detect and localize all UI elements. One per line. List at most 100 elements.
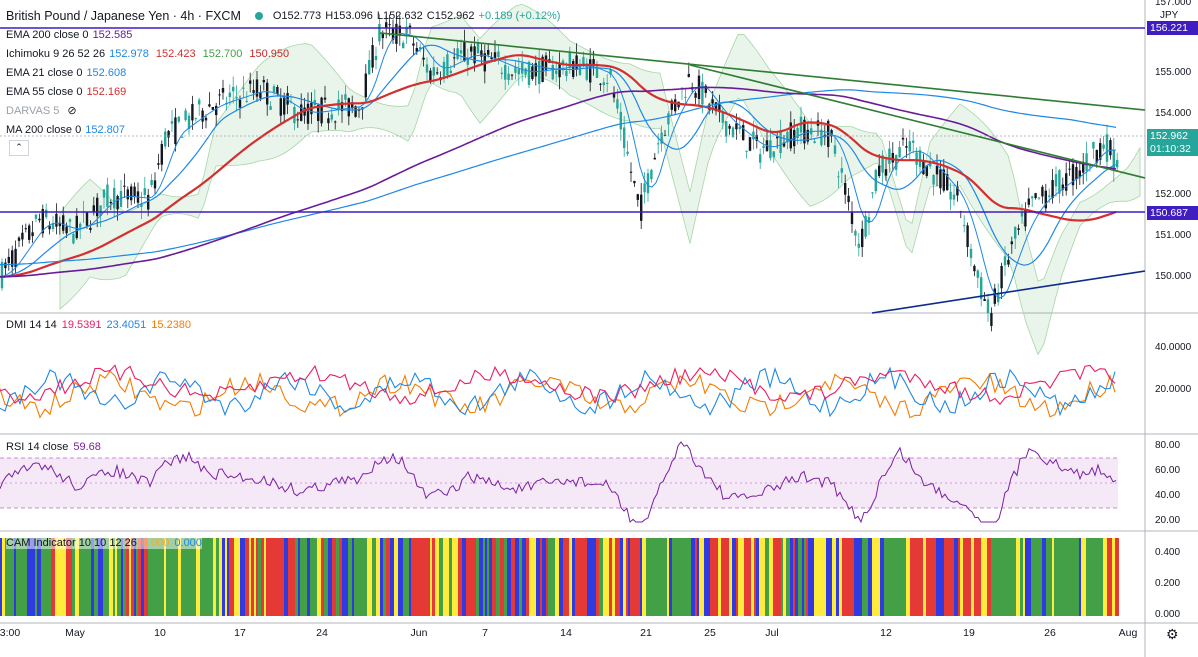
candle-body: [283, 96, 286, 115]
candle-body: [551, 65, 554, 80]
candle-body: [147, 194, 150, 210]
cam-bar: [695, 538, 697, 616]
cam-bar: [676, 538, 680, 616]
indicator-row[interactable]: EMA 55 close 0 152.169: [6, 82, 560, 101]
dmi-minus-value: 15.2380: [151, 319, 192, 331]
cam-bar: [652, 538, 656, 616]
cam-bar: [746, 538, 749, 616]
rsi-legend: RSI 14 close 59.68: [6, 441, 101, 453]
candle-body: [714, 102, 718, 112]
candle-body: [473, 46, 476, 64]
cam-bar: [529, 538, 533, 616]
cam-bar: [872, 538, 876, 616]
cam-bar: [821, 538, 824, 616]
gear-icon[interactable]: ⚙: [1166, 626, 1179, 642]
cam-bar: [1023, 538, 1025, 616]
cam-bar: [612, 538, 615, 616]
candle-body: [1051, 180, 1054, 199]
candle-body: [150, 180, 153, 186]
candle-body: [884, 169, 888, 176]
candle-body: [119, 190, 123, 207]
cam-bar: [178, 538, 181, 616]
trend-line-upper: [379, 32, 1146, 111]
candle-body: [582, 56, 585, 65]
cam-bar: [923, 538, 926, 616]
candle-body: [143, 188, 146, 195]
symbol-title[interactable]: British Pound / Japanese Yen · 4h · FXCM: [6, 8, 241, 23]
cam-bar: [151, 538, 154, 616]
candle-body: [381, 33, 384, 39]
indicator-row[interactable]: DARVAS 5 ⊘: [6, 101, 560, 120]
cam-bar: [876, 538, 880, 616]
cam-bar: [958, 538, 960, 616]
candle-body: [232, 86, 235, 92]
trend-line-lower: [689, 64, 1146, 179]
candle-body: [242, 87, 245, 89]
rsi-axis-label: 40.00: [1155, 490, 1181, 501]
candle-body: [745, 150, 748, 152]
candle-body: [735, 123, 738, 130]
cam-bar: [974, 538, 977, 616]
cam-bar: [1090, 538, 1094, 616]
cam-bar: [626, 538, 628, 616]
indicator-row[interactable]: Ichimoku 9 26 52 26 152.978 152.423 152.700…: [6, 44, 560, 63]
candle-body: [235, 97, 238, 99]
cam-bar: [710, 538, 712, 616]
cam-bar: [216, 538, 219, 616]
cam-bar: [848, 538, 852, 616]
candle-body: [575, 55, 578, 70]
collapse-legend-button[interactable]: ⌃: [9, 140, 29, 156]
cam-bar: [914, 538, 918, 616]
chevron-up-icon: ⌃: [15, 142, 23, 152]
cam-bar: [729, 538, 732, 616]
indicator-row[interactable]: EMA 200 close 0 152.585: [6, 25, 560, 44]
candle-body: [238, 99, 242, 108]
candle-body: [459, 50, 463, 54]
candle-body: [255, 79, 259, 97]
candle-body: [833, 145, 837, 154]
cam-bar: [354, 538, 357, 616]
cam-bar: [718, 538, 721, 616]
cam-bar: [846, 538, 848, 616]
hidden-eye-icon[interactable]: ⊘: [67, 105, 77, 117]
cam-bar: [1010, 538, 1013, 616]
candle-body: [684, 96, 687, 98]
cam-bar: [991, 538, 994, 616]
cam-bar: [310, 538, 313, 616]
candle-body: [480, 50, 483, 57]
cam-bar: [303, 538, 305, 616]
candle-body: [1109, 140, 1112, 156]
candle-body: [344, 94, 347, 100]
candle-body: [466, 59, 469, 65]
cam-bar: [704, 538, 707, 616]
cam-bar: [66, 538, 70, 616]
candle-body: [527, 61, 531, 86]
cam-bar: [697, 538, 699, 616]
candle-body: [1082, 164, 1085, 173]
candle-body: [133, 186, 136, 197]
candle-body: [500, 72, 503, 74]
rsi-line: [0, 441, 1117, 524]
candle-body: [327, 118, 330, 124]
indicator-row[interactable]: EMA 21 close 0 152.608: [6, 63, 560, 82]
candle-body: [89, 227, 92, 230]
candle-body: [606, 83, 609, 85]
cam-axis-label: 0.400: [1155, 547, 1181, 558]
candle-body: [1027, 198, 1030, 205]
cam-bar: [117, 538, 121, 616]
indicator-row[interactable]: MA 200 close 0 152.807: [6, 120, 560, 139]
candle-body: [1054, 174, 1058, 187]
cam-bar: [1081, 538, 1083, 616]
cam-bar: [138, 538, 141, 616]
cam-bar: [51, 538, 55, 616]
cam-bar: [606, 538, 609, 616]
cam-bar: [860, 538, 862, 616]
candle-body: [453, 57, 456, 59]
cam-bar: [496, 538, 500, 616]
cam-bar: [411, 538, 414, 616]
cam-bar: [617, 538, 620, 616]
cam-bar: [115, 538, 117, 616]
candle-body: [0, 261, 4, 289]
cam-bar: [305, 538, 307, 616]
